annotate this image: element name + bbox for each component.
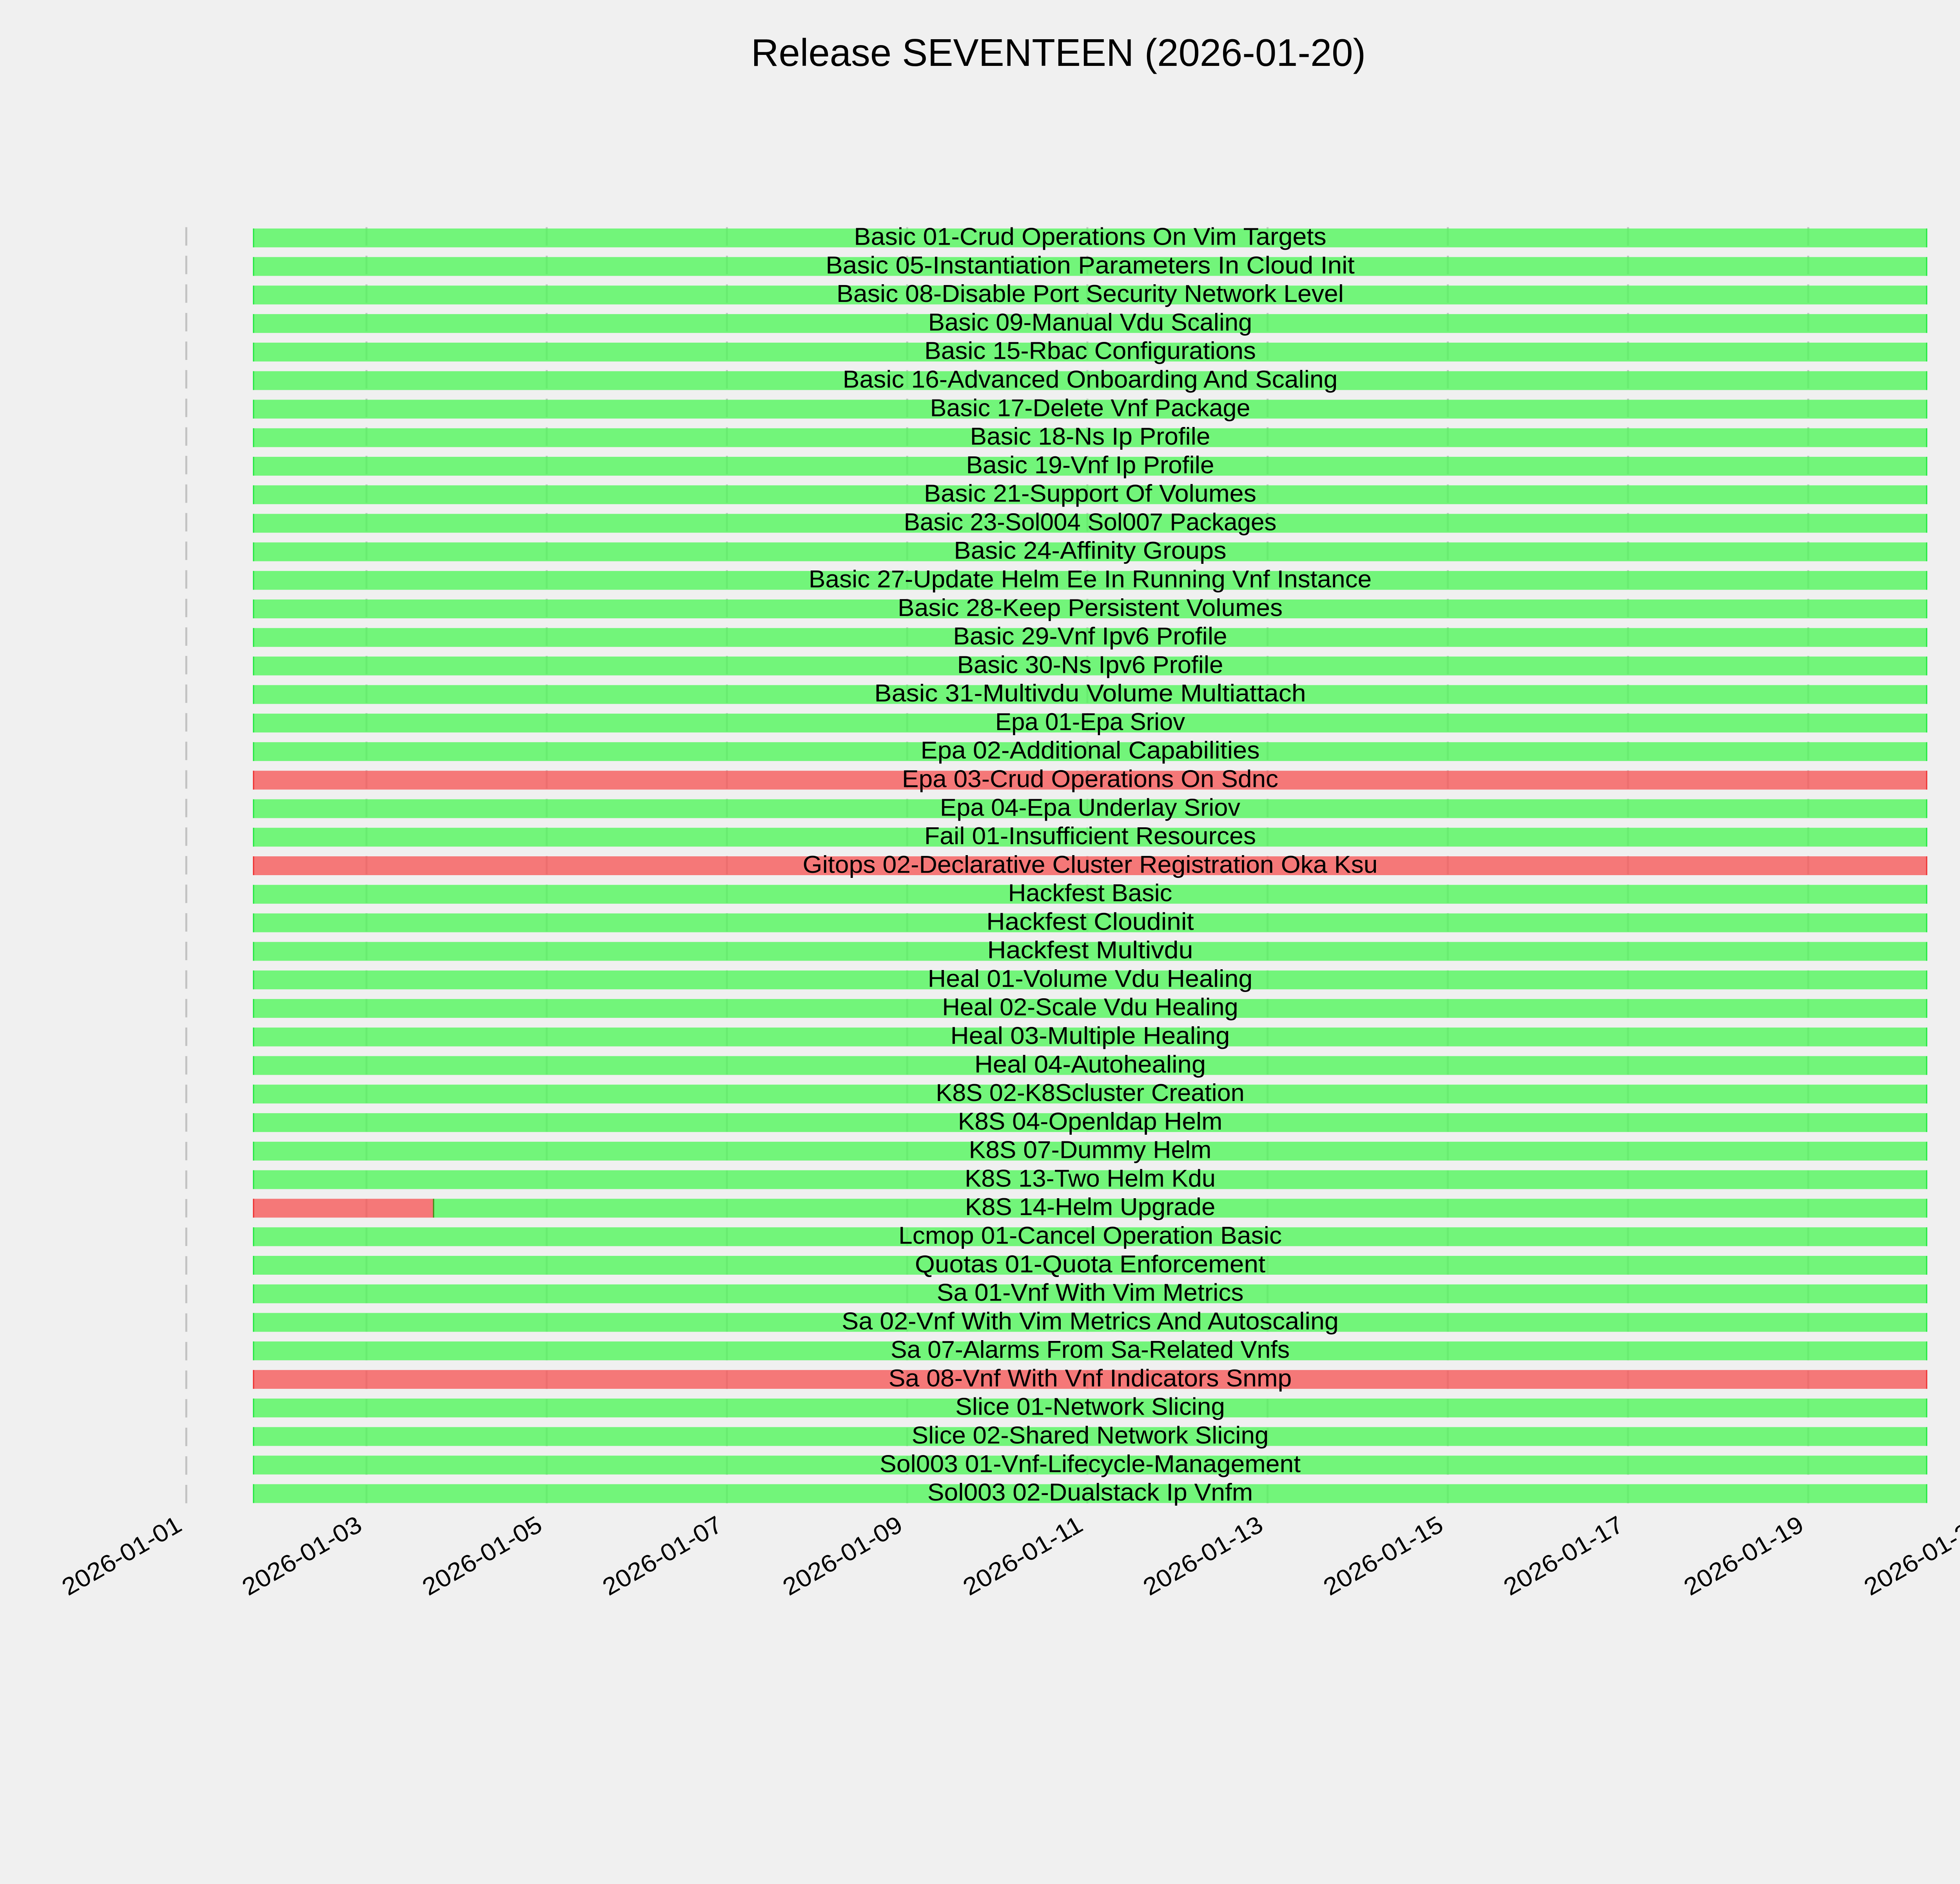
svg-text:Quotas 01-Quota Enforcement: Quotas 01-Quota Enforcement: [915, 1251, 1265, 1278]
svg-text:Sa 08-Vnf With Vnf Indicators: Sa 08-Vnf With Vnf Indicators Snmp: [889, 1365, 1292, 1392]
svg-text:Sa 01-Vnf With Vim Metrics: Sa 01-Vnf With Vim Metrics: [937, 1279, 1244, 1306]
svg-text:Lcmop 01-Cancel Operation Basi: Lcmop 01-Cancel Operation Basic: [898, 1222, 1282, 1249]
svg-text:Heal 02-Scale Vdu Healing: Heal 02-Scale Vdu Healing: [942, 994, 1238, 1021]
svg-text:Hackfest Multivdu: Hackfest Multivdu: [987, 937, 1193, 964]
svg-text:Basic 29-Vnf Ipv6 Profile: Basic 29-Vnf Ipv6 Profile: [953, 623, 1227, 650]
svg-text:Gitops 02-Declarative Cluster: Gitops 02-Declarative Cluster Registrati…: [803, 851, 1378, 878]
svg-text:Basic 08-Disable Port Security: Basic 08-Disable Port Security Network L…: [837, 280, 1344, 307]
svg-text:K8S 07-Dummy Helm: K8S 07-Dummy Helm: [969, 1137, 1212, 1164]
svg-text:K8S 02-K8Scluster Creation: K8S 02-K8Scluster Creation: [936, 1079, 1244, 1106]
svg-text:Basic 15-Rbac Configurations: Basic 15-Rbac Configurations: [924, 338, 1256, 365]
svg-text:Hackfest Cloudinit: Hackfest Cloudinit: [986, 908, 1194, 935]
svg-text:Hackfest Basic: Hackfest Basic: [1008, 880, 1172, 907]
svg-text:Sa 02-Vnf With Vim Metrics And: Sa 02-Vnf With Vim Metrics And Autoscali…: [842, 1308, 1339, 1335]
svg-text:Basic 17-Delete Vnf Package: Basic 17-Delete Vnf Package: [930, 394, 1250, 421]
svg-text:Basic 30-Ns Ipv6 Profile: Basic 30-Ns Ipv6 Profile: [957, 651, 1223, 678]
svg-text:Basic 16-Advanced Onboarding A: Basic 16-Advanced Onboarding And Scaling: [843, 366, 1338, 393]
svg-text:Basic 21-Support Of Volumes: Basic 21-Support Of Volumes: [924, 480, 1256, 507]
svg-text:Basic 09-Manual Vdu Scaling: Basic 09-Manual Vdu Scaling: [928, 309, 1252, 336]
svg-text:Heal 03-Multiple Healing: Heal 03-Multiple Healing: [951, 1023, 1230, 1050]
svg-text:Epa 02-Additional Capabilities: Epa 02-Additional Capabilities: [921, 737, 1260, 764]
svg-text:Epa 03-Crud Operations On Sdnc: Epa 03-Crud Operations On Sdnc: [902, 766, 1278, 793]
svg-text:Epa 04-Epa Underlay Sriov: Epa 04-Epa Underlay Sriov: [940, 794, 1240, 821]
svg-text:Sol003 01-Vnf-Lifecycle-Manage: Sol003 01-Vnf-Lifecycle-Management: [880, 1450, 1301, 1477]
svg-text:Basic 24-Affinity Groups: Basic 24-Affinity Groups: [954, 537, 1226, 564]
svg-text:Sol003 02-Dualstack Ip Vnfm: Sol003 02-Dualstack Ip Vnfm: [927, 1479, 1253, 1506]
svg-text:Heal 04-Autohealing: Heal 04-Autohealing: [975, 1051, 1206, 1078]
svg-text:Basic 23-Sol004 Sol007 Package: Basic 23-Sol004 Sol007 Packages: [904, 509, 1277, 536]
svg-text:Basic 05-Instantiation Paramet: Basic 05-Instantiation Parameters In Clo…: [826, 252, 1355, 279]
svg-text:Basic 27-Update Helm Ee In Run: Basic 27-Update Helm Ee In Running Vnf I…: [809, 566, 1372, 593]
svg-text:K8S 13-Two Helm Kdu: K8S 13-Two Helm Kdu: [965, 1165, 1216, 1192]
svg-text:Basic 01-Crud Operations On Vi: Basic 01-Crud Operations On Vim Targets: [854, 223, 1326, 251]
svg-text:Heal 01-Volume Vdu Healing: Heal 01-Volume Vdu Healing: [928, 965, 1253, 992]
svg-text:Basic 31-Multivdu Volume Multi: Basic 31-Multivdu Volume Multiattach: [874, 680, 1306, 707]
svg-text:K8S 14-Helm Upgrade: K8S 14-Helm Upgrade: [965, 1194, 1216, 1221]
svg-text:K8S 04-Openldap Helm: K8S 04-Openldap Helm: [958, 1108, 1223, 1135]
svg-text:Slice 01-Network Slicing: Slice 01-Network Slicing: [955, 1393, 1225, 1421]
svg-text:Basic 28-Keep Persistent Volum: Basic 28-Keep Persistent Volumes: [898, 594, 1283, 621]
svg-text:Sa 07-Alarms From Sa-Related V: Sa 07-Alarms From Sa-Related Vnfs: [891, 1336, 1290, 1363]
svg-text:Basic 19-Vnf Ip Profile: Basic 19-Vnf Ip Profile: [966, 452, 1214, 479]
svg-text:Slice 02-Shared Network Slicin: Slice 02-Shared Network Slicing: [912, 1422, 1269, 1449]
svg-text:Fail 01-Insufficient Resources: Fail 01-Insufficient Resources: [924, 823, 1256, 850]
svg-text:Release SEVENTEEN (2026-01-20): Release SEVENTEEN (2026-01-20): [751, 31, 1366, 74]
svg-text:Epa 01-Epa Sriov: Epa 01-Epa Sriov: [995, 709, 1185, 736]
svg-text:Basic 18-Ns Ip Profile: Basic 18-Ns Ip Profile: [970, 423, 1210, 450]
